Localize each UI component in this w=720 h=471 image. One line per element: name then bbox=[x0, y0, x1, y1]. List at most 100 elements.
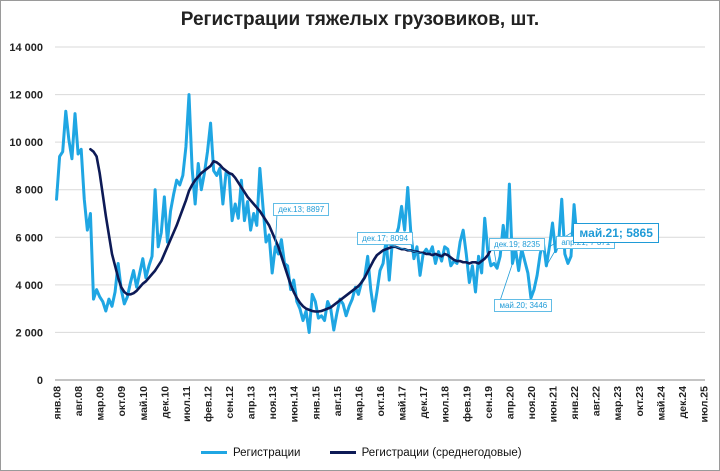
data-point-registrations bbox=[238, 218, 239, 219]
data-point-registrations bbox=[188, 94, 189, 95]
annotation-label: май.20; 3446 bbox=[494, 299, 553, 313]
data-point-registrations bbox=[84, 199, 85, 200]
data-point-registrations bbox=[352, 299, 353, 300]
series-line-annual-average bbox=[89, 147, 493, 313]
data-point-annual-average bbox=[432, 255, 433, 256]
data-point-registrations bbox=[148, 265, 149, 266]
data-point-annual-average bbox=[438, 255, 439, 256]
data-point-registrations bbox=[463, 230, 464, 231]
data-point-annual-average bbox=[318, 311, 319, 312]
data-point-registrations bbox=[155, 189, 156, 190]
data-point-registrations bbox=[481, 272, 482, 273]
data-point-annual-average bbox=[453, 259, 454, 260]
x-tick-label: май.24 bbox=[655, 386, 667, 421]
data-point-registrations bbox=[466, 253, 467, 254]
data-point-registrations bbox=[533, 289, 534, 290]
x-tick-label: окт.16 bbox=[375, 386, 387, 417]
data-point-annual-average bbox=[121, 287, 122, 288]
data-point-registrations bbox=[373, 310, 374, 311]
data-point-registrations bbox=[382, 263, 383, 264]
data-point-annual-average bbox=[262, 215, 263, 216]
data-point-annual-average bbox=[222, 168, 223, 169]
y-tick-label: 2 000 bbox=[15, 327, 43, 339]
data-point-registrations bbox=[207, 151, 208, 152]
data-point-annual-average bbox=[293, 291, 294, 292]
data-point-annual-average bbox=[207, 168, 208, 169]
data-point-registrations bbox=[256, 225, 257, 226]
data-point-registrations bbox=[99, 296, 100, 297]
data-point-registrations bbox=[503, 225, 504, 226]
data-point-annual-average bbox=[336, 302, 337, 303]
data-point-annual-average bbox=[339, 300, 340, 301]
data-point-registrations bbox=[90, 213, 91, 214]
data-point-registrations bbox=[96, 289, 97, 290]
x-tick-label: май.17 bbox=[397, 386, 409, 421]
x-tick-label: авг.15 bbox=[332, 386, 344, 416]
data-point-annual-average bbox=[161, 260, 162, 261]
data-point-annual-average bbox=[102, 194, 103, 195]
data-point-registrations bbox=[228, 175, 229, 176]
annotation-leader bbox=[498, 263, 513, 306]
data-point-annual-average bbox=[93, 151, 94, 152]
data-point-registrations bbox=[370, 289, 371, 290]
data-point-annual-average bbox=[265, 220, 266, 221]
data-point-registrations bbox=[478, 256, 479, 257]
x-tick-label: янв.08 bbox=[52, 386, 64, 420]
legend-label-annual-average: Регистрации (среднегодовые) bbox=[361, 446, 522, 459]
y-tick-label: 6 000 bbox=[15, 232, 43, 244]
data-point-registrations bbox=[235, 203, 236, 204]
data-point-registrations bbox=[358, 294, 359, 295]
data-point-annual-average bbox=[148, 277, 149, 278]
data-point-registrations bbox=[151, 256, 152, 257]
data-point-registrations bbox=[78, 153, 79, 154]
data-point-registrations bbox=[518, 270, 519, 271]
y-tick-label: 10 000 bbox=[9, 137, 43, 149]
data-point-registrations bbox=[71, 158, 72, 159]
y-tick-label: 8 000 bbox=[15, 185, 43, 197]
x-tick-label: июн.21 bbox=[548, 386, 560, 423]
annotation-label: дек.17; 8094 bbox=[357, 231, 414, 245]
data-point-registrations bbox=[173, 194, 174, 195]
data-point-annual-average bbox=[386, 249, 387, 250]
data-point-registrations bbox=[441, 260, 442, 261]
data-point-registrations bbox=[401, 206, 402, 207]
data-point-registrations bbox=[376, 291, 377, 292]
data-point-registrations bbox=[272, 272, 273, 273]
data-point-annual-average bbox=[253, 203, 254, 204]
x-tick-label: дек.24 bbox=[677, 386, 689, 419]
data-point-registrations bbox=[164, 196, 165, 197]
x-tick-label: мар.09 bbox=[95, 386, 107, 421]
data-point-annual-average bbox=[201, 172, 202, 173]
data-point-annual-average bbox=[272, 232, 273, 233]
data-point-annual-average bbox=[333, 304, 334, 305]
x-tick-label: сен.12 bbox=[224, 386, 236, 419]
data-point-registrations bbox=[136, 287, 137, 288]
data-point-registrations bbox=[302, 320, 303, 321]
data-point-annual-average bbox=[114, 265, 115, 266]
annotation-label: дек.19; 8235 bbox=[489, 238, 546, 252]
data-point-registrations bbox=[127, 296, 128, 297]
data-point-registrations bbox=[222, 203, 223, 204]
data-point-registrations bbox=[426, 249, 427, 250]
data-point-annual-average bbox=[244, 191, 245, 192]
data-point-registrations bbox=[567, 263, 568, 264]
data-point-annual-average bbox=[469, 263, 470, 264]
data-point-annual-average bbox=[216, 162, 217, 163]
data-point-registrations bbox=[161, 232, 162, 233]
x-tick-label: янв.22 bbox=[569, 386, 581, 420]
data-point-registrations bbox=[262, 206, 263, 207]
data-point-registrations bbox=[570, 256, 571, 257]
data-point-annual-average bbox=[487, 255, 488, 256]
data-point-registrations bbox=[315, 301, 316, 302]
data-point-registrations bbox=[530, 297, 531, 298]
data-point-registrations bbox=[564, 253, 565, 254]
data-point-annual-average bbox=[463, 262, 464, 263]
x-tick-label: ноя.20 bbox=[526, 386, 538, 420]
data-point-registrations bbox=[413, 258, 414, 259]
data-point-registrations bbox=[379, 270, 380, 271]
data-point-registrations bbox=[124, 303, 125, 304]
data-point-annual-average bbox=[475, 262, 476, 263]
x-tick-label: дек.17 bbox=[418, 386, 430, 419]
data-point-annual-average bbox=[133, 293, 134, 294]
